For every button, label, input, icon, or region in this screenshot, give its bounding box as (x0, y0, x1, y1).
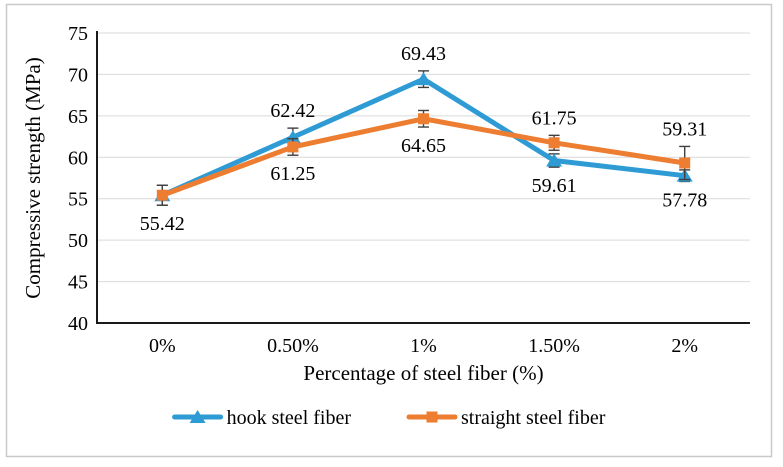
marker-triangle-icon (415, 72, 432, 86)
marker-square-icon (418, 113, 429, 125)
x-tick-label: 2% (671, 335, 698, 357)
x-axis-title: Percentage of steel fiber (%) (303, 361, 543, 385)
marker-triangle-icon (189, 410, 206, 423)
y-tick-label: 75 (68, 23, 88, 45)
x-tick-label: 0% (149, 335, 176, 357)
data-label: 62.42 (270, 100, 315, 122)
series-straight-steel-fiber (156, 109, 691, 206)
y-tick-label: 55 (68, 189, 88, 211)
marker-square-icon (287, 141, 299, 153)
data-label: 64.65 (401, 135, 446, 157)
y-tick-label: 65 (68, 106, 88, 128)
x-tick-label: 0.50% (267, 335, 319, 357)
y-tick-label: 45 (68, 272, 88, 294)
legend-label: hook steel fiber (227, 407, 352, 429)
data-label: 55.42 (140, 213, 185, 235)
marker-square-icon (548, 137, 560, 149)
data-label: 61.25 (270, 163, 315, 185)
marker-square-icon (679, 157, 691, 169)
y-tick-label: 40 (68, 313, 88, 335)
y-tick-label: 50 (68, 230, 88, 252)
data-label: 69.43 (401, 43, 446, 65)
x-tick-label: 1.50% (528, 335, 580, 357)
legend-item-hook-steel-fiber (172, 410, 224, 423)
data-label: 57.78 (662, 189, 707, 211)
marker-square-icon (426, 411, 438, 423)
y-tick-label: 70 (68, 64, 88, 86)
marker-triangle-icon (546, 153, 563, 167)
chart-border (5, 3, 773, 458)
legend-label: straight steel fiber (461, 407, 606, 429)
marker-triangle-icon (284, 130, 301, 144)
y-axis-title: Compressive strength (MPa) (21, 57, 45, 298)
x-tick-label: 1% (410, 335, 437, 357)
data-label: 59.31 (662, 118, 707, 140)
legend-item-straight-steel-fiber (406, 411, 458, 423)
data-label: 61.75 (532, 107, 577, 129)
data-label: 59.61 (532, 175, 577, 197)
marker-square-icon (156, 189, 168, 201)
y-tick-label: 60 (68, 147, 88, 169)
